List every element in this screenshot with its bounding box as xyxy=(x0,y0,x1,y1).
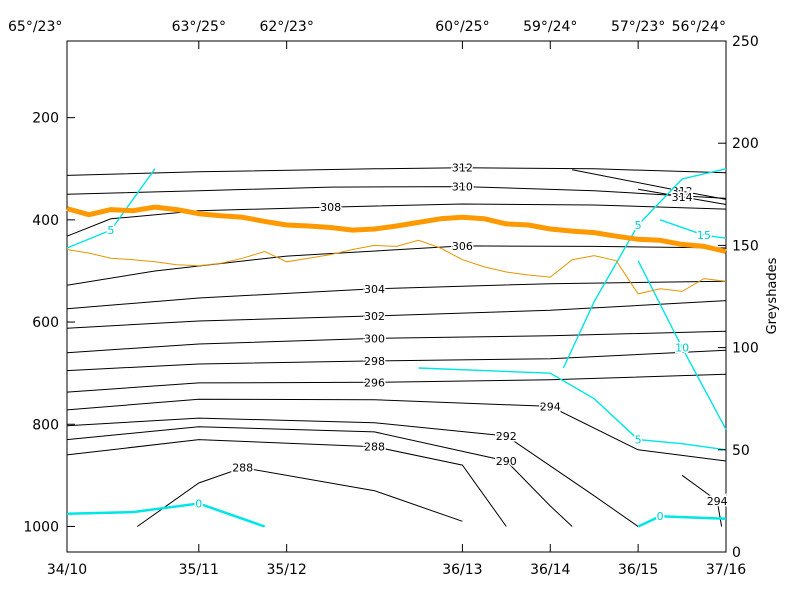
top-tick-label: 60°/25° xyxy=(435,19,489,35)
right-tick-label: 100 xyxy=(732,341,759,357)
cyan-contour-group: 0 0 5 5 5 10 15 xyxy=(66,168,727,528)
cyan-contour-line-15 xyxy=(659,219,727,239)
cyan-contour-line-0 xyxy=(637,514,727,528)
cyan-contour-label-5: 5 xyxy=(635,219,642,232)
theta-contour-line-300 xyxy=(66,330,727,354)
theta-contour-line-304 xyxy=(66,280,727,310)
left-tick-label: 400 xyxy=(32,213,59,229)
theta-contour-label-308: 308 xyxy=(320,201,341,214)
thin-orange-line xyxy=(66,239,727,295)
theta-contour-label-294: 294 xyxy=(540,400,561,413)
theta-contour-line-288 xyxy=(66,439,507,527)
theta-contour-label-304: 304 xyxy=(364,283,385,296)
cyan-contour-line-5 xyxy=(418,367,727,451)
theta-contour-line-312 xyxy=(572,169,727,200)
theta-contour-line-296 xyxy=(66,373,727,393)
left-tick-label: 200 xyxy=(32,111,59,127)
bottom-tick-label: 36/15 xyxy=(618,562,658,578)
bottom-tick-label: 36/14 xyxy=(530,562,570,578)
theta-contour-line-306 xyxy=(66,245,727,286)
theta-contour-label-288: 288 xyxy=(364,441,385,454)
theta-contour-label-302: 302 xyxy=(364,310,385,323)
cyan-contour-label-15: 15 xyxy=(697,229,711,242)
top-tick-label: 59°/24° xyxy=(523,19,577,35)
theta-contour-line-302 xyxy=(66,300,727,329)
cyan-contour-label-5: 5 xyxy=(107,224,114,237)
bottom-tick-label: 36/13 xyxy=(442,562,482,578)
theta-contour-label-310: 310 xyxy=(452,181,473,194)
theta-contour-group: 312 310 308 306 304 302 300 298 296 294 292 290 288 2… xyxy=(66,160,729,527)
right-axis-title: Greyshades xyxy=(765,257,780,334)
theta-contour-line-288 xyxy=(137,467,463,527)
theta-contour-label-300: 300 xyxy=(364,332,385,345)
right-tick-label: 250 xyxy=(732,34,759,50)
right-tick-label: 0 xyxy=(732,545,741,561)
theta-contour-label-292: 292 xyxy=(496,430,517,443)
theta-contour-line-312 xyxy=(66,167,727,176)
theta-contour-line-298 xyxy=(66,349,727,372)
cyan-contour-label-10: 10 xyxy=(675,342,689,355)
cyan-contour-label-0: 0 xyxy=(195,498,202,511)
theta-contour-label-314: 314 xyxy=(672,191,693,204)
top-tick-label: 65°/23° xyxy=(8,19,62,35)
theta-contour-line-290 xyxy=(66,426,573,527)
cyan-contour-line-5 xyxy=(66,168,156,249)
theta-contour-line-310 xyxy=(66,186,727,199)
cyan-contour-label-0: 0 xyxy=(657,510,664,523)
theta-contour-line-308 xyxy=(66,203,727,237)
bold-orange-line xyxy=(66,204,727,254)
orange-line-group xyxy=(66,204,727,295)
theta-contour-line-294 xyxy=(66,398,727,462)
theta-contour-line-314 xyxy=(638,188,727,205)
bottom-tick-label: 35/12 xyxy=(266,562,306,578)
bottom-tick-label: 37/16 xyxy=(706,562,746,578)
top-tick-label: 56°/24° xyxy=(672,19,726,35)
right-tick-label: 150 xyxy=(732,238,759,254)
left-tick-label: 1000 xyxy=(23,519,59,535)
left-tick-label: 800 xyxy=(32,417,59,433)
bottom-tick-label: 34/10 xyxy=(47,562,87,578)
bottom-tick-label: 35/11 xyxy=(179,562,219,578)
cyan-contour-line-10 xyxy=(637,260,727,430)
left-tick-label: 600 xyxy=(32,315,59,331)
tick-group: 34/10 35/11 35/12 36/13 36/14 36/15 37/16 65°/2… xyxy=(8,19,759,578)
top-tick-label: 62°/23° xyxy=(259,19,313,35)
theta-contour-label-298: 298 xyxy=(364,355,385,368)
theta-contour-label-288: 288 xyxy=(232,462,253,475)
theta-contour-label-296: 296 xyxy=(364,376,385,389)
right-tick-label: 50 xyxy=(732,443,750,459)
cyan-contour-line-0 xyxy=(66,502,266,528)
theta-contour-label-290: 290 xyxy=(496,455,517,468)
right-tick-label: 200 xyxy=(732,136,759,152)
theta-contour-label-312: 312 xyxy=(452,162,473,175)
top-tick-label: 63°/25° xyxy=(172,19,226,35)
top-tick-label: 57°/23° xyxy=(611,19,665,35)
theta-contour-label-306: 306 xyxy=(452,240,473,253)
plot-frame xyxy=(66,40,727,553)
cyan-contour-label-5: 5 xyxy=(635,434,642,447)
theta-contour-label-294: 294 xyxy=(707,495,728,508)
cyan-contour-line-5 xyxy=(562,168,727,369)
theta-contour-line-292 xyxy=(66,417,639,527)
